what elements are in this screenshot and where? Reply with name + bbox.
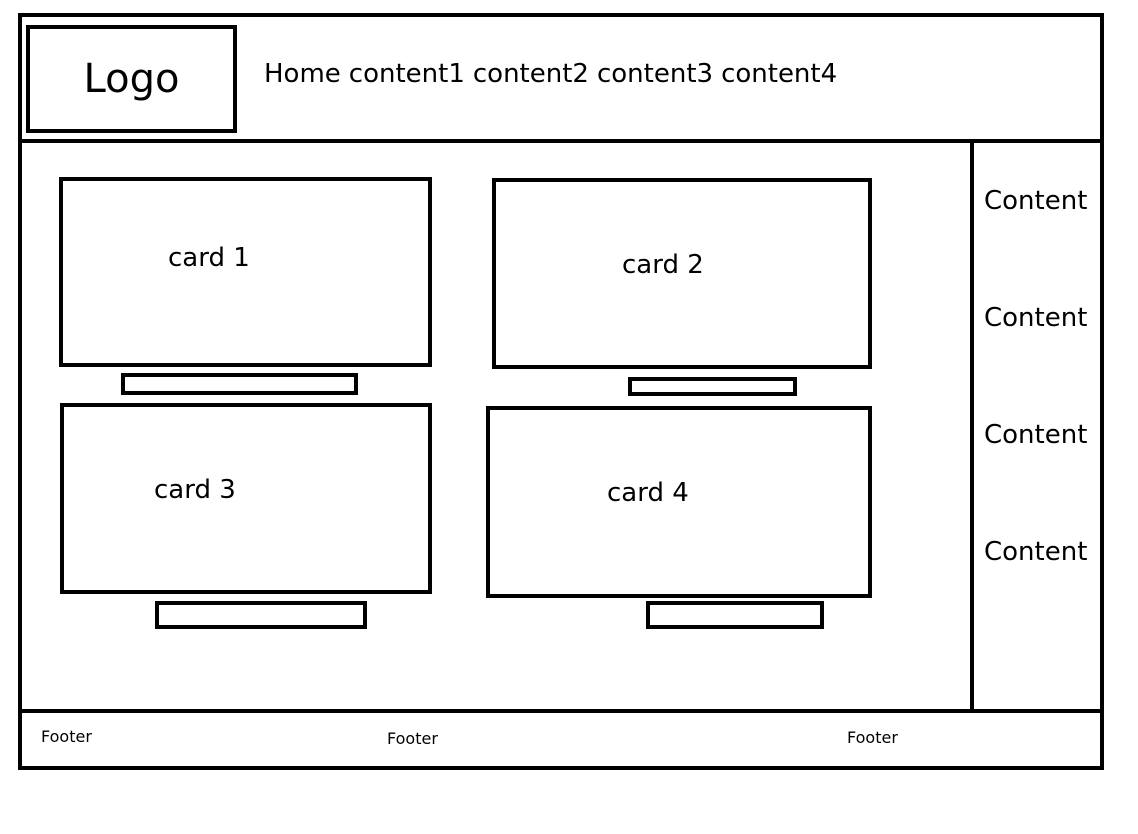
sidebar-item-content-3[interactable]: Content: [984, 420, 1088, 450]
nav-bar: Home content1 content2 content3 content4: [264, 61, 837, 87]
footer-item-center[interactable]: Footer: [387, 729, 438, 748]
card-1-bar[interactable]: [121, 373, 358, 395]
card-3[interactable]: card 3: [60, 403, 432, 594]
nav-item-content4[interactable]: content4: [721, 59, 838, 89]
card-3-bar[interactable]: [155, 601, 367, 629]
footer-item-right[interactable]: Footer: [847, 728, 898, 747]
sidebar-item-content-1[interactable]: Content: [984, 186, 1088, 216]
wireframe-frame: Logo Home content1 content2 content3 con…: [18, 13, 1104, 770]
nav-item-content1[interactable]: content1: [348, 59, 465, 89]
card-3-label: card 3: [154, 475, 236, 505]
nav-item-content2[interactable]: content2: [472, 59, 589, 89]
card-2-bar[interactable]: [628, 377, 797, 396]
logo[interactable]: Logo: [26, 25, 237, 133]
card-2[interactable]: card 2: [492, 178, 872, 369]
card-4-bar[interactable]: [646, 601, 824, 629]
footer: Footer Footer Footer: [22, 709, 1100, 770]
footer-item-left[interactable]: Footer: [41, 727, 92, 746]
card-4[interactable]: card 4: [486, 406, 872, 598]
logo-text: Logo: [83, 56, 180, 102]
nav-item-content3[interactable]: content3: [596, 59, 714, 89]
card-4-label: card 4: [607, 478, 689, 508]
card-1[interactable]: card 1: [59, 177, 432, 367]
header: Logo Home content1 content2 content3 con…: [22, 17, 1100, 143]
sidebar-item-content-4[interactable]: Content: [984, 537, 1088, 567]
sidebar-item-content-2[interactable]: Content: [984, 303, 1088, 333]
nav-item-home[interactable]: Home: [264, 59, 341, 89]
card-1-label: card 1: [168, 243, 250, 273]
card-2-label: card 2: [622, 250, 704, 280]
sidebar: Content Content Content Content: [970, 143, 1104, 709]
